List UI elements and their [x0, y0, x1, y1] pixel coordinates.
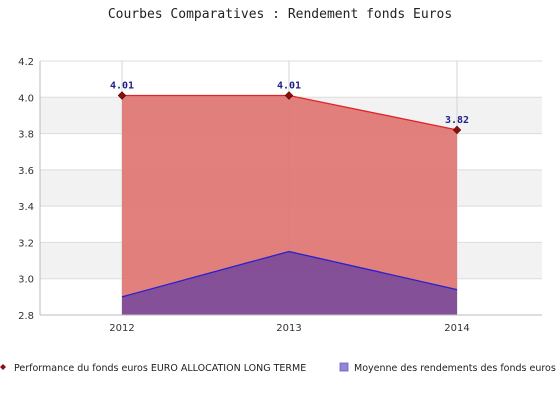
series-area-0 — [122, 95, 457, 315]
y-axis-tick-labels: 2.8 3.0 3.2 3.4 3.6 3.8 4.0 4.2 — [18, 57, 34, 322]
legend-item-moyenne[interactable]: Moyenne des rendements des fonds euros — [339, 362, 556, 374]
data-markers — [117, 91, 462, 135]
legend-item-performance[interactable]: Performance du fonds euros EURO ALLOCATI… — [0, 363, 306, 374]
x-tick-label: 2012 — [109, 323, 134, 334]
series-areas — [122, 95, 457, 315]
legend-swatch-moyenne — [339, 362, 349, 372]
y-tick-label: 3.4 — [18, 202, 34, 213]
y-tick-label: 3.0 — [18, 275, 34, 286]
y-tick-label: 3.6 — [18, 166, 34, 177]
y-tick-label: 4.0 — [18, 93, 34, 104]
y-tick-label: 3.8 — [18, 130, 34, 141]
data-marker[interactable] — [117, 91, 127, 100]
legend-swatch-performance — [0, 364, 6, 370]
legend: Performance du fonds euros EURO ALLOCATI… — [0, 362, 556, 374]
legend-label-moyenne: Moyenne des rendements des fonds euros — [354, 363, 556, 374]
data-marker[interactable] — [452, 125, 462, 135]
x-tick-label: 2013 — [276, 323, 301, 334]
y-tick-label: 4.2 — [18, 57, 34, 68]
series-area-1 — [122, 251, 457, 315]
data-label: 4.01 — [110, 80, 134, 91]
x-axis-tick-labels: 2012 2013 2014 — [109, 323, 469, 334]
data-marker[interactable] — [284, 91, 294, 100]
plot-band — [40, 61, 542, 98]
legend-label-performance: Performance du fonds euros EURO ALLOCATI… — [14, 363, 306, 374]
x-tick-label: 2014 — [444, 323, 469, 334]
y-tick-label: 3.2 — [18, 238, 34, 249]
data-label: 3.82 — [445, 115, 469, 126]
chart-title: Courbes Comparatives : Rendement fonds E… — [108, 7, 452, 22]
axes — [39, 61, 542, 316]
data-labels: 4.01 4.01 3.82 — [110, 80, 469, 125]
y-tick-label: 2.8 — [18, 311, 34, 322]
series-line-1 — [121, 250, 458, 298]
data-label: 4.01 — [277, 80, 301, 91]
